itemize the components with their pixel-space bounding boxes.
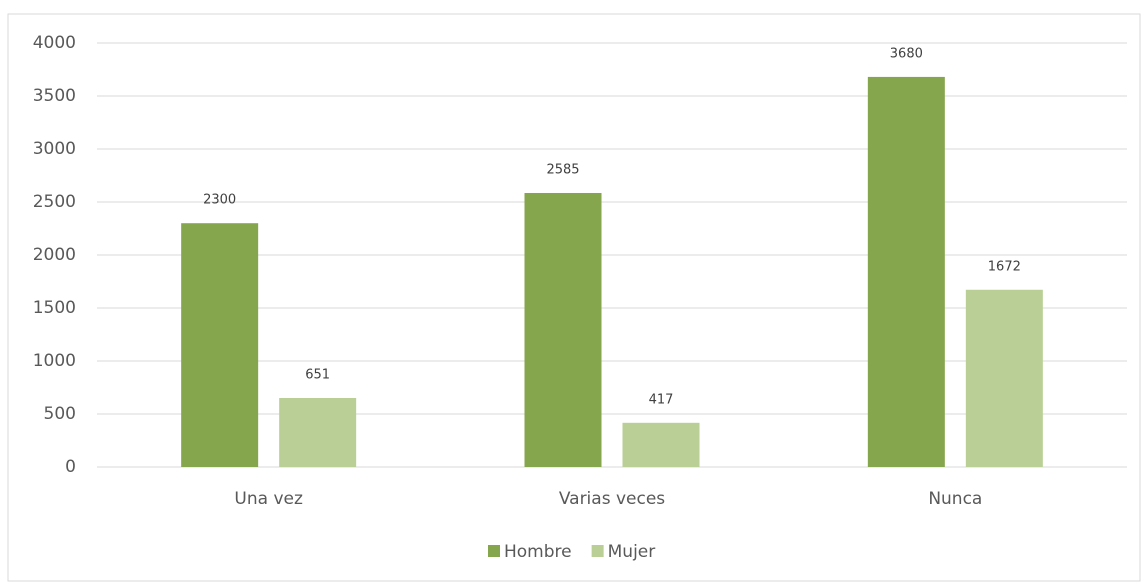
bar [279, 397, 357, 467]
x-tick-label: Nunca [928, 489, 982, 509]
y-tick-label: 0 [65, 457, 76, 477]
x-tick-label: Varias veces [559, 489, 665, 509]
y-tick-label: 2500 [33, 192, 76, 212]
value-label: 2585 [546, 162, 579, 177]
legend-label: Mujer [608, 542, 656, 562]
y-tick-label: 1500 [33, 298, 76, 318]
x-tick-label: Una vez [234, 489, 303, 509]
y-tick-label: 3000 [33, 139, 76, 159]
bar [867, 76, 945, 468]
y-tick-label: 1000 [33, 351, 76, 371]
bar [181, 223, 259, 467]
value-label: 1672 [988, 259, 1021, 274]
value-label: 3680 [890, 46, 923, 61]
y-tick-label: 500 [44, 404, 76, 424]
y-tick-label: 4000 [33, 33, 76, 53]
value-label: 2300 [203, 193, 236, 208]
y-tick-label: 2000 [33, 245, 76, 265]
legend-swatch [488, 545, 500, 557]
value-label: 417 [649, 392, 674, 407]
value-label: 651 [305, 367, 330, 382]
legend-swatch [591, 545, 604, 557]
legend-label: Hombre [504, 542, 572, 562]
bar [524, 192, 602, 468]
y-tick-label: 3500 [33, 86, 76, 106]
bar [965, 289, 1043, 467]
bar [622, 422, 700, 467]
